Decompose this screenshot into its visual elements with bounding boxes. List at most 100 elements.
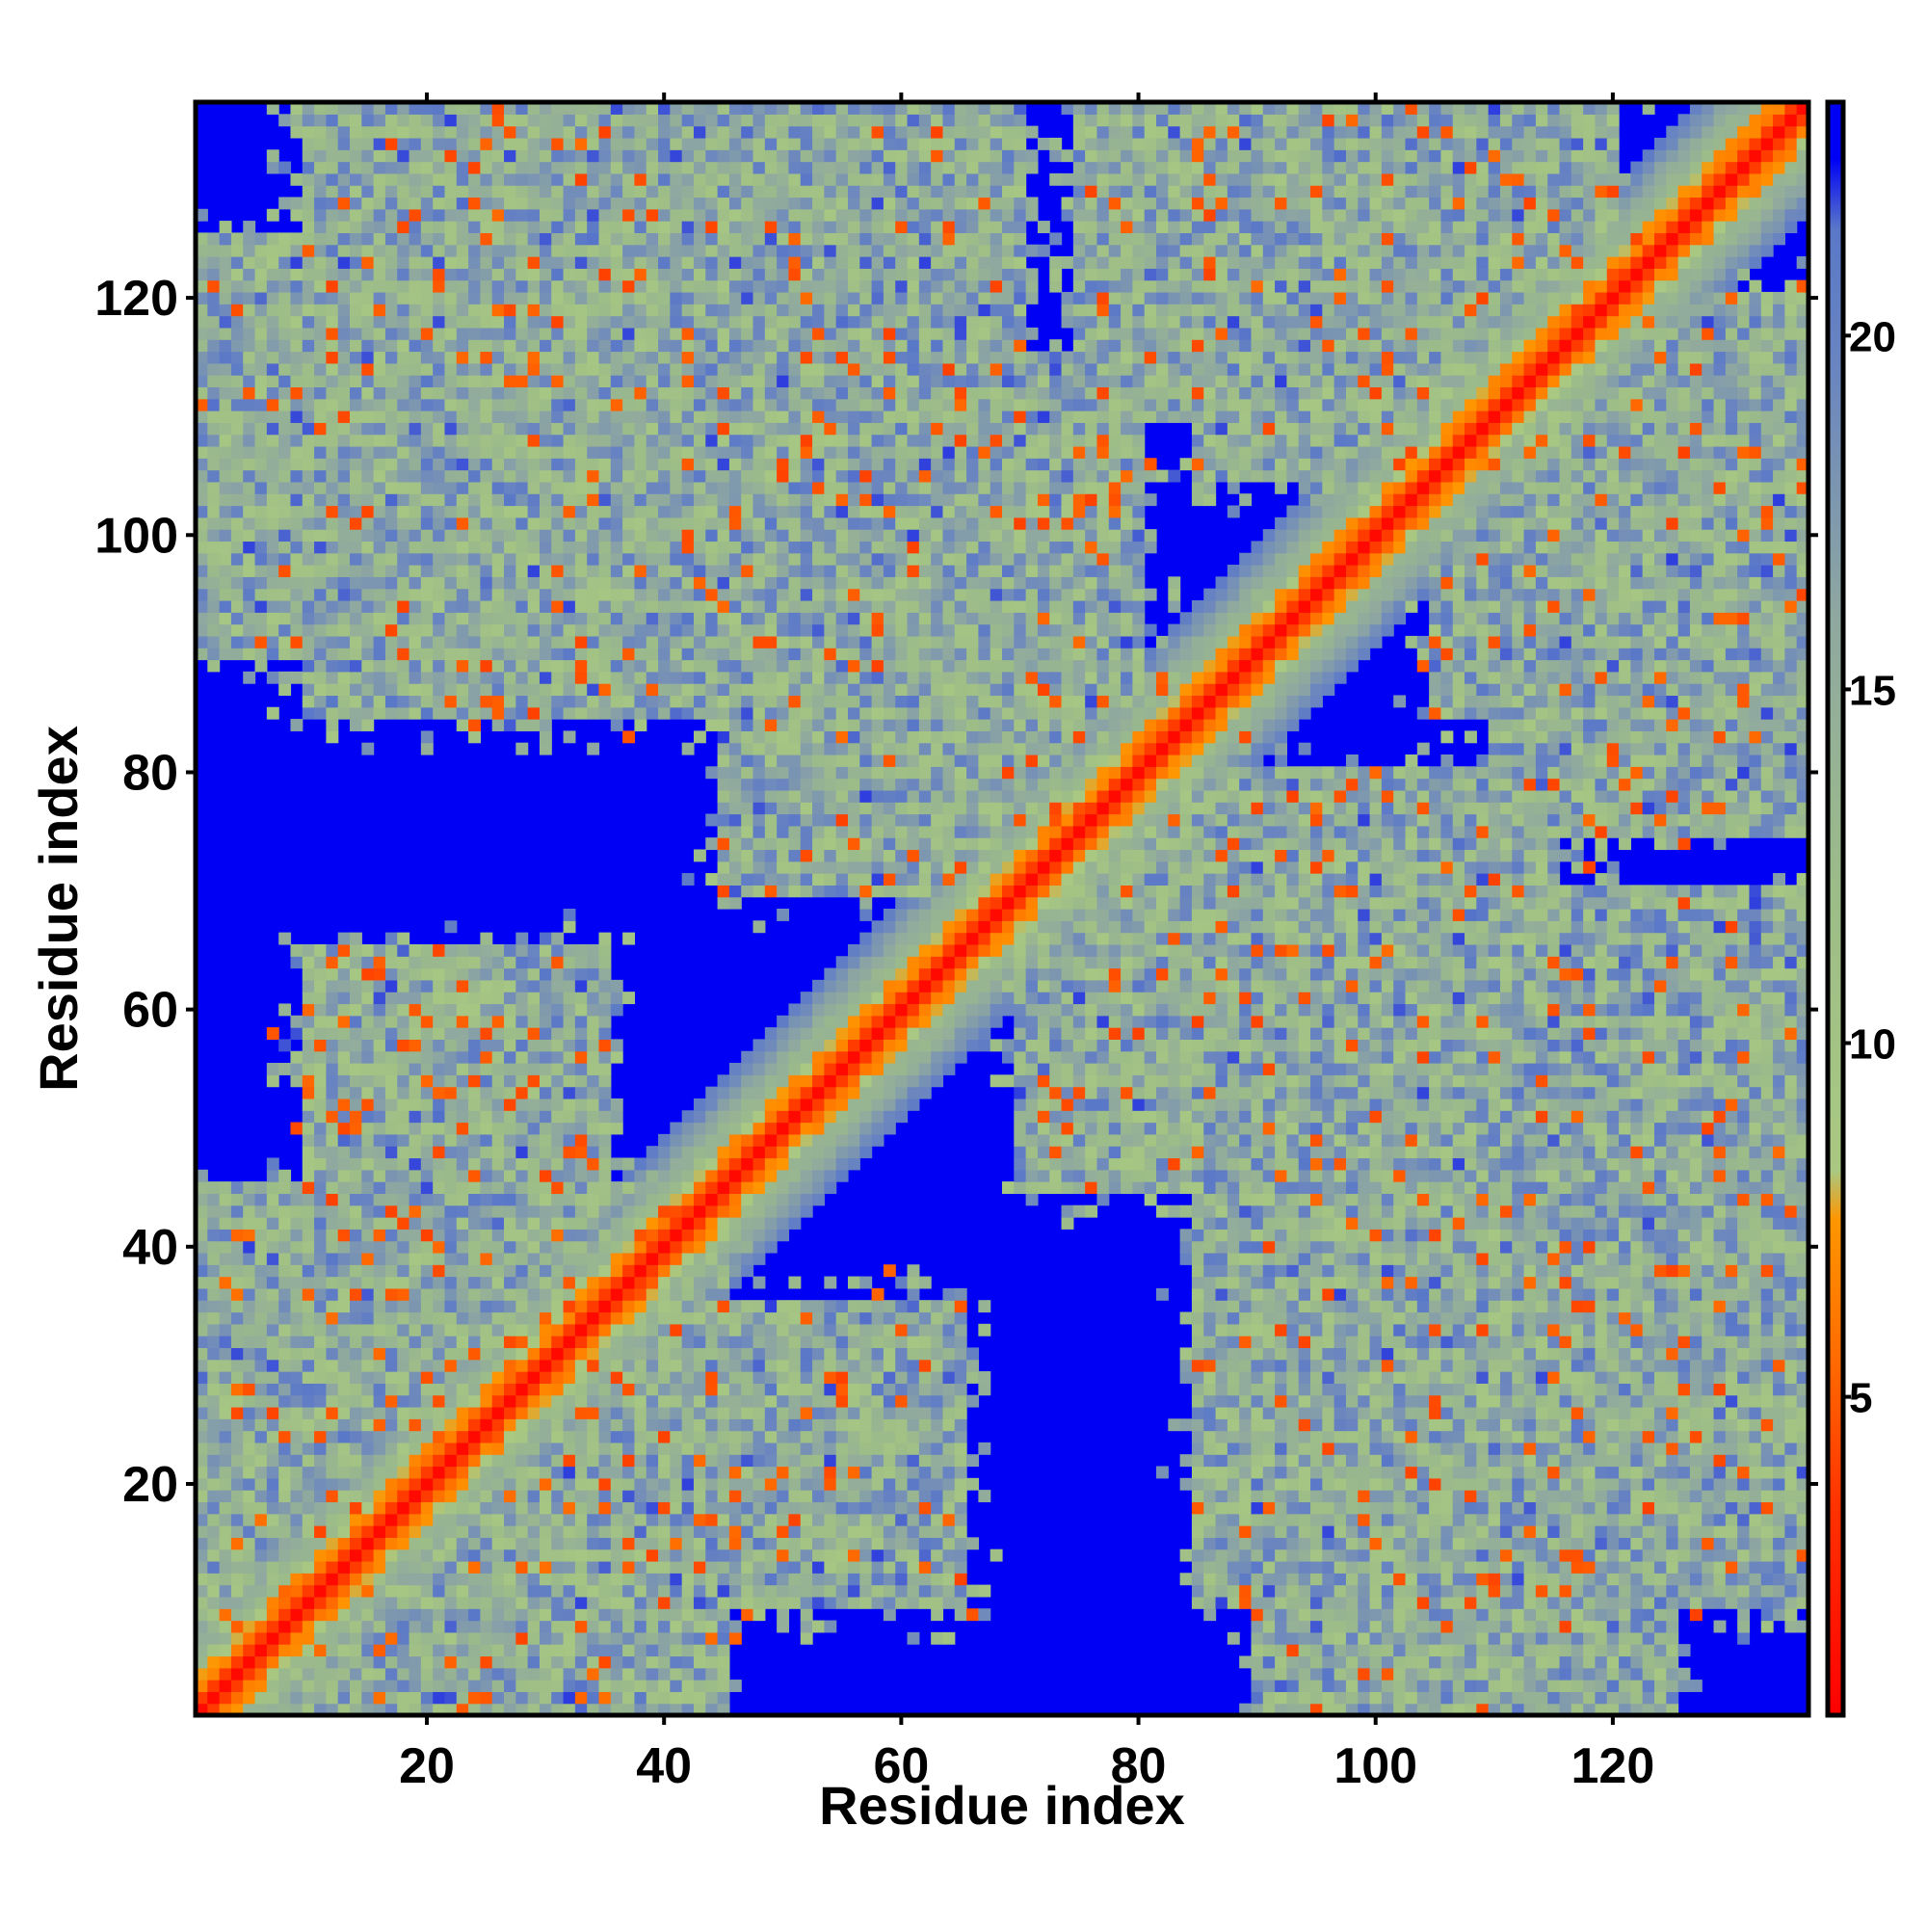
heatmap-cell	[563, 114, 576, 127]
heatmap-cell	[326, 114, 339, 127]
heatmap-cell	[491, 683, 505, 697]
heatmap-cell	[230, 1631, 244, 1645]
heatmap-cell	[468, 1098, 482, 1111]
heatmap-cell	[230, 445, 244, 459]
heatmap-cell	[278, 671, 292, 684]
heatmap-cell	[717, 1371, 730, 1384]
heatmap-cell	[409, 1133, 422, 1147]
heatmap-cell	[480, 1620, 493, 1633]
heatmap-cell	[693, 434, 706, 447]
heatmap-cell	[302, 1537, 315, 1550]
heatmap-cell	[290, 375, 304, 388]
heatmap-cell	[681, 1691, 695, 1705]
heatmap-cell	[598, 327, 612, 340]
heatmap-cell	[373, 291, 386, 304]
heatmap-cell	[551, 386, 565, 400]
heatmap-cell	[539, 719, 552, 731]
heatmap-cell	[196, 1430, 208, 1443]
heatmap-cell	[563, 232, 576, 246]
heatmap-cell	[705, 1300, 719, 1313]
heatmap-cell	[361, 102, 375, 115]
heatmap-cell	[326, 304, 339, 317]
heatmap-cell	[337, 1680, 351, 1692]
heatmap-cell	[361, 1691, 375, 1705]
heatmap-cell	[670, 1276, 683, 1289]
heatmap-cell	[468, 1548, 482, 1562]
heatmap-cell	[658, 648, 671, 661]
heatmap-cell	[670, 1501, 683, 1515]
heatmap-cell	[670, 541, 683, 554]
heatmap-cell	[230, 481, 244, 494]
heatmap-cell	[574, 1276, 588, 1289]
heatmap-cell	[433, 599, 446, 613]
heatmap-cell	[409, 102, 422, 115]
heatmap-cell	[717, 1703, 730, 1716]
heatmap-cell	[444, 256, 458, 269]
heatmap-cell	[456, 422, 469, 436]
heatmap-cell	[230, 1383, 244, 1396]
heatmap-cell	[433, 469, 446, 483]
heatmap-cell	[728, 802, 742, 815]
heatmap-cell	[290, 398, 304, 411]
heatmap-cell	[634, 102, 647, 115]
heatmap-cell	[230, 599, 244, 613]
heatmap-cell	[480, 932, 493, 945]
heatmap-cell	[622, 1560, 636, 1574]
heatmap-cell	[456, 268, 469, 281]
heatmap-cell	[384, 1039, 398, 1052]
heatmap-cell	[693, 1525, 706, 1538]
heatmap-cell	[598, 1039, 612, 1052]
heatmap-cell	[563, 1418, 576, 1432]
heatmap-cell	[384, 1501, 398, 1515]
heatmap-cell	[717, 1146, 730, 1159]
heatmap-cell	[670, 434, 683, 447]
heatmap-cell	[563, 505, 576, 518]
heatmap-cell	[646, 1204, 659, 1218]
heatmap-cell	[219, 1513, 232, 1526]
heatmap-cell	[658, 695, 671, 708]
heatmap-cell	[337, 1027, 351, 1040]
heatmap-cell	[693, 695, 706, 708]
heatmap-cell	[634, 351, 647, 364]
heatmap-cell	[314, 1394, 327, 1408]
heatmap-cell	[314, 375, 327, 388]
heatmap-cell	[373, 279, 386, 293]
heatmap-cell	[527, 1098, 541, 1111]
heatmap-cell	[491, 623, 505, 637]
heatmap-cell	[527, 565, 541, 577]
heatmap-cell	[480, 683, 493, 697]
heatmap-cell	[433, 1252, 446, 1265]
heatmap-cell	[326, 1490, 339, 1503]
heatmap-cell	[491, 1063, 505, 1075]
heatmap-cell	[587, 1680, 600, 1692]
heatmap-cell	[326, 588, 339, 601]
heatmap-cell	[468, 102, 482, 115]
heatmap-cell	[491, 1311, 505, 1325]
heatmap-cell	[527, 398, 541, 411]
heatmap-cell	[658, 541, 671, 554]
heatmap-cell	[196, 1691, 208, 1705]
heatmap-cell	[207, 635, 221, 648]
heatmap-cell	[527, 102, 541, 115]
heatmap-cell	[717, 860, 730, 874]
heatmap-cell	[693, 1442, 706, 1455]
heatmap-cell	[456, 1264, 469, 1278]
heatmap-cell	[646, 1644, 659, 1657]
heatmap-cell	[302, 1631, 315, 1645]
heatmap-cell	[409, 291, 422, 304]
heatmap-cell	[468, 1477, 482, 1491]
heatmap-cell	[373, 268, 386, 281]
heatmap-cell	[504, 516, 516, 530]
heatmap-cell	[373, 979, 386, 992]
heatmap-cell	[598, 967, 612, 981]
heatmap-cell	[728, 1394, 742, 1408]
heatmap-cell	[361, 1406, 375, 1419]
heatmap-cell	[728, 576, 742, 590]
heatmap-cell	[373, 304, 386, 317]
heatmap-cell	[290, 458, 304, 471]
heatmap-cell	[587, 1086, 600, 1099]
heatmap-cell	[456, 208, 469, 222]
heatmap-cell	[539, 967, 552, 981]
heatmap-cell	[717, 671, 730, 684]
heatmap-cell	[384, 268, 398, 281]
